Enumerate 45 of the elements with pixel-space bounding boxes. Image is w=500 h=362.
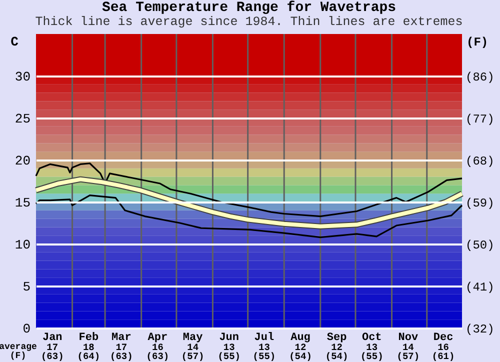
y-axis-title: C <box>10 34 19 50</box>
x-tick-label: Feb <box>78 332 99 344</box>
x-tick-label: Jul <box>254 332 275 344</box>
line-series <box>33 176 465 230</box>
y-tick-label: 10 <box>14 238 30 252</box>
x-tick-label: Jun <box>219 332 240 344</box>
x-tick-label: Jan <box>42 332 62 344</box>
text: 13 (55) <box>252 342 276 362</box>
chart-subtitle: Thick line is average since 1984. Thin lines are extremes <box>35 14 463 29</box>
text: 17 (63) <box>40 342 64 362</box>
text: 12 (54) <box>289 342 312 362</box>
x-tick-label: May <box>182 332 204 344</box>
y2-axis-title: (F) <box>466 36 488 50</box>
y2-tick-label: (59) <box>466 196 494 210</box>
line-series <box>35 162 463 218</box>
y-tick-label: 20 <box>14 154 30 168</box>
chart-title: Sea Temperature Range for Wavetraps <box>102 0 396 16</box>
x-tick-label: Apr <box>148 332 168 344</box>
y2-tick-label: (32) <box>466 322 494 336</box>
text: 17 (63) <box>110 342 133 362</box>
x-tick-label: Mar <box>112 332 132 344</box>
line-series <box>35 194 463 238</box>
text: 18 (64) <box>77 342 100 362</box>
x-tick-label: Dec <box>433 332 454 344</box>
y2-tick-label: (41) <box>466 280 494 294</box>
y-tick-label: 15 <box>14 196 30 210</box>
text: 14 (57) <box>396 342 420 362</box>
x-tick-label: Nov <box>398 332 418 344</box>
text: 13 (55) <box>360 342 384 362</box>
x-tick-label: Oct <box>362 332 382 344</box>
text: 14 (57) <box>181 342 204 362</box>
y2-tick-label: (68) <box>466 154 494 168</box>
y-tick-label: 30 <box>14 70 30 84</box>
y2-tick-label: (86) <box>466 70 494 84</box>
text: 16 (63) <box>146 342 170 362</box>
y2-tick-label: (77) <box>466 112 494 126</box>
x-tick-label: Aug <box>290 332 310 344</box>
y-tick-label: 0 <box>22 322 30 336</box>
text: 12 (54) <box>325 342 348 362</box>
text: 16 (61) <box>432 342 455 362</box>
y-tick-label: 5 <box>22 280 30 294</box>
y-tick-label: 25 <box>14 112 30 126</box>
text: 13 (55) <box>218 342 241 362</box>
x-tick-label: Sep <box>326 332 348 344</box>
y2-tick-label: (50) <box>466 238 494 252</box>
